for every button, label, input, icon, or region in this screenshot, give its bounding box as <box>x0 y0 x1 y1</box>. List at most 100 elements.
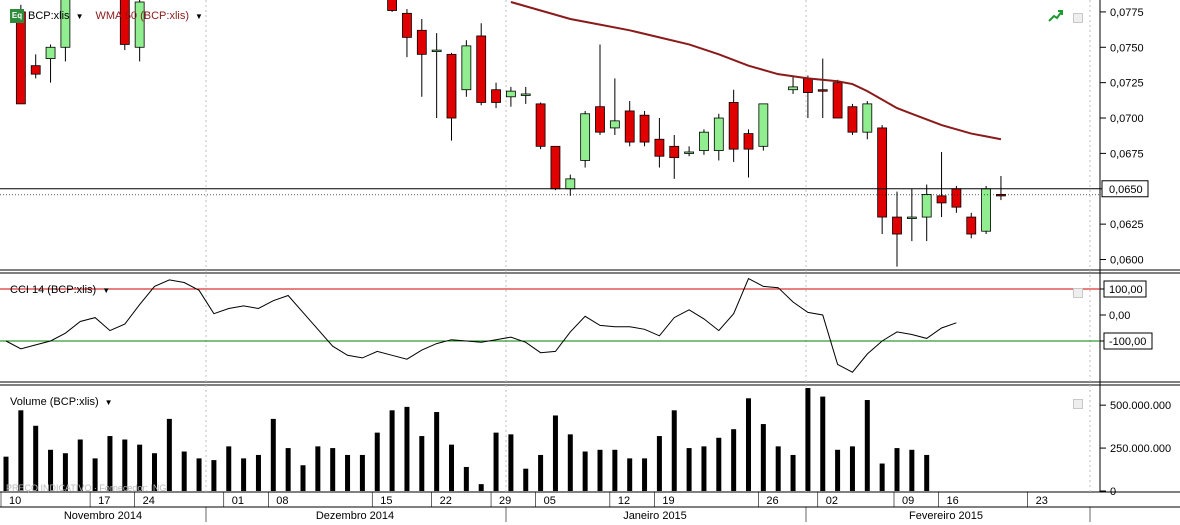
last-price-badge <box>1101 180 1149 198</box>
volume-bar <box>434 412 440 491</box>
candle-body <box>520 93 531 96</box>
volume-bar <box>330 448 336 491</box>
volume-tick-label: 250.000.000 <box>1110 443 1171 455</box>
price-menu-chevron-icon[interactable]: ▼ <box>75 11 84 21</box>
candle-body <box>535 103 546 147</box>
volume-bar <box>92 458 98 491</box>
volume-bar <box>731 429 737 491</box>
volume-bar <box>404 406 410 491</box>
volume-bar <box>642 458 648 491</box>
cci-tick-label: 0,00 <box>1109 310 1130 322</box>
volume-bar <box>152 453 157 491</box>
volume-bar <box>359 454 365 491</box>
candle-body <box>906 216 917 219</box>
candle-body <box>728 102 739 150</box>
volume-bar <box>166 418 172 491</box>
wma-menu-chevron-icon[interactable]: ▼ <box>195 11 203 21</box>
cci-tick-label: -100,00 <box>1109 336 1146 348</box>
volume-bar <box>864 400 870 491</box>
volume-bar <box>879 463 885 491</box>
cci-series-group <box>5 277 957 373</box>
volume-bar <box>538 454 544 491</box>
cci-menu-chevron-icon[interactable]: ▼ <box>102 285 111 295</box>
candle-body <box>416 29 427 55</box>
candle-body <box>654 138 665 157</box>
volume-bar <box>226 446 232 491</box>
candle-body <box>476 35 487 103</box>
candle-body <box>936 195 947 204</box>
price-panel-close-icon[interactable] <box>1073 13 1083 23</box>
volume-panel-close-icon[interactable] <box>1073 399 1083 409</box>
candle-body <box>758 103 769 147</box>
cci-panel-close-icon[interactable] <box>1073 288 1083 298</box>
date-tick-label: 24 <box>143 495 155 507</box>
volume-bar <box>567 434 573 491</box>
candle-body <box>684 151 694 154</box>
volume-bar <box>419 436 425 491</box>
date-tick-label: 12 <box>618 495 630 507</box>
wma-legend-label[interactable]: WMA 50 (BCP:xlis) <box>95 10 189 22</box>
volume-bar <box>493 432 499 491</box>
volume-menu-chevron-icon[interactable]: ▼ <box>104 397 113 407</box>
volume-bar <box>552 415 558 491</box>
volume-bar <box>285 448 291 491</box>
candle-body <box>892 216 902 235</box>
volume-bar <box>582 451 588 491</box>
candle-body <box>446 53 457 119</box>
candle-body <box>877 127 888 218</box>
volume-bar <box>315 446 321 491</box>
candle-body <box>550 145 561 190</box>
month-label: Dezembro 2014 <box>316 510 394 522</box>
date-tick-label: 01 <box>232 495 244 507</box>
volume-tick-label: 0 <box>1110 486 1116 498</box>
volume-bar <box>255 454 261 491</box>
date-tick-label: 23 <box>1036 495 1048 507</box>
volume-bar <box>48 449 54 491</box>
candle-body <box>862 103 873 133</box>
wma-50-line <box>510 1 1002 141</box>
volume-bar <box>241 458 247 491</box>
volume-bar <box>716 437 722 491</box>
price-tick-label: 0,0700 <box>1110 113 1144 125</box>
volume-bar <box>345 454 351 491</box>
volume-bar <box>775 446 781 491</box>
price-tick-label: 0,0625 <box>1110 219 1144 231</box>
volume-bar <box>389 410 395 491</box>
candle-body <box>639 114 650 143</box>
candle-body <box>817 89 828 92</box>
month-label: Janeiro 2015 <box>623 510 687 522</box>
volume-bar <box>760 424 766 491</box>
volume-bar <box>122 439 128 491</box>
volume-bar <box>820 396 826 491</box>
candle-body <box>580 113 591 161</box>
candle-body <box>788 86 798 91</box>
volume-bar <box>300 465 306 491</box>
candle-body <box>966 216 977 235</box>
watermark-text: PREÇO INDICATIVO · Fornecedor: ING <box>6 483 167 493</box>
trend-up-icon[interactable] <box>1048 9 1064 23</box>
candle-body <box>624 110 635 143</box>
candle-body <box>431 49 442 53</box>
volume-bar <box>924 454 930 491</box>
exchange-badge-icon: Eq <box>10 9 24 23</box>
candle-body <box>832 82 843 119</box>
volume-bar <box>449 444 454 491</box>
cci-legend-label[interactable]: CCI 14 (BCP:xlis) <box>10 284 97 296</box>
candle-body <box>491 89 501 103</box>
volume-bar <box>137 444 143 491</box>
volume-legend-label[interactable]: Volume (BCP:xlis) <box>10 396 99 408</box>
volume-bar <box>3 456 9 491</box>
price-symbol-label[interactable]: BCP:xlis <box>28 10 70 22</box>
last-price-label: 0,0650 <box>1109 184 1143 196</box>
candle-body <box>461 45 472 91</box>
volume-bar <box>612 449 618 491</box>
candle-body <box>951 188 962 208</box>
date-tick-label: 15 <box>380 495 392 507</box>
volume-bar <box>374 432 380 491</box>
candle-body <box>609 120 620 129</box>
candle-body <box>847 106 858 133</box>
candle-body <box>387 0 398 11</box>
